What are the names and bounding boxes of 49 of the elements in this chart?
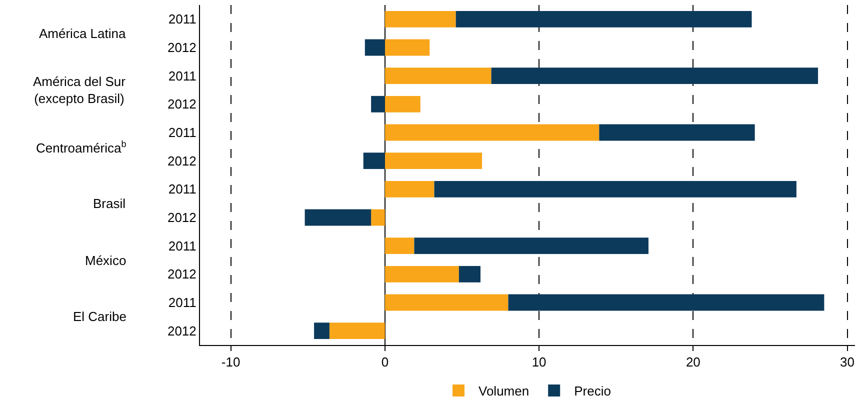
bar [329, 322, 385, 340]
y-tick-label: 2012 [167, 96, 196, 112]
bar [508, 294, 824, 311]
legend-label: Precio [574, 384, 611, 399]
y-tick-label: 2012 [167, 266, 196, 282]
y-tick-label: 2011 [168, 182, 196, 197]
y-tick-label: 2012 [167, 210, 196, 226]
bar [304, 209, 372, 226]
text: América del Sur (excepto Brasil) [33, 74, 126, 106]
bar [414, 238, 648, 254]
bar [364, 39, 385, 56]
y-tick-label: 2011 [168, 295, 196, 310]
y-tick-label: 2011 [168, 68, 196, 84]
bar [384, 10, 456, 28]
bar [491, 68, 818, 84]
x-tick-label: 30 [840, 354, 855, 370]
x-tick-label: 0 [381, 354, 389, 370]
bar [599, 124, 755, 141]
x-tick-label: -10 [221, 354, 240, 370]
bar [314, 322, 330, 340]
bar [384, 238, 414, 254]
bar [384, 152, 482, 170]
bar [384, 266, 459, 282]
bar [384, 180, 434, 198]
bar [384, 124, 600, 141]
text: El Caribe [73, 309, 126, 324]
y-tick-label: 2012 [167, 40, 196, 56]
bar [384, 294, 508, 311]
y-tick-label: 2011 [168, 12, 196, 27]
y-tick-label: 2011 [168, 238, 196, 254]
bar [384, 96, 420, 112]
bar [384, 39, 430, 56]
y-tick-label: 2012 [167, 323, 196, 338]
text: Centroamérica$^{b}$ [36, 139, 126, 156]
text: Brasil [93, 196, 126, 211]
bar [456, 10, 752, 28]
y-tick-label: 2011 [168, 125, 196, 140]
bar [371, 209, 385, 226]
y-tick-label: 2012 [167, 153, 196, 168]
bar [434, 180, 796, 198]
legend-label: Volumen [478, 384, 530, 399]
bar [458, 266, 480, 282]
bar [371, 96, 385, 112]
x-tick-label: 10 [532, 354, 546, 370]
bar [363, 152, 385, 170]
bar [384, 68, 492, 84]
text: América Latina [39, 26, 126, 41]
x-tick-label: 20 [686, 354, 700, 370]
text: México [85, 253, 126, 268]
